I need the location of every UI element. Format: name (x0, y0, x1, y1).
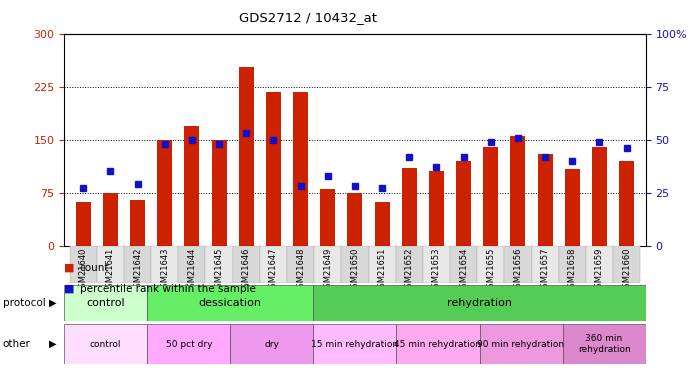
Bar (205, 246, 232, 283)
Bar (103, 193, 118, 246)
Text: GDS2712 / 10432_at: GDS2712 / 10432_at (239, 11, 378, 24)
Bar (429, 171, 444, 246)
Bar (396, 324, 480, 364)
Text: control: control (90, 340, 121, 349)
Bar (477, 246, 505, 283)
Bar (232, 246, 260, 283)
Text: GSM21650: GSM21650 (350, 248, 359, 293)
Bar (313, 324, 396, 364)
Bar (375, 202, 389, 246)
Bar (313, 285, 646, 321)
Bar (558, 246, 586, 283)
Text: dry: dry (265, 340, 279, 349)
Text: GSM21646: GSM21646 (242, 248, 251, 293)
Text: GSM21651: GSM21651 (378, 248, 387, 293)
Bar (483, 147, 498, 246)
Bar (563, 324, 646, 364)
Text: ■: ■ (64, 284, 75, 294)
Bar (260, 246, 287, 283)
Bar (423, 246, 450, 283)
Bar (613, 246, 640, 283)
Bar (320, 189, 335, 246)
Text: rehydration: rehydration (447, 298, 512, 308)
Bar (341, 246, 369, 283)
Text: control: control (87, 298, 125, 308)
Bar (184, 126, 200, 246)
Bar (70, 246, 97, 283)
Bar (565, 170, 580, 246)
Text: 15 min rehydration: 15 min rehydration (311, 340, 399, 349)
Text: GSM21643: GSM21643 (161, 248, 169, 293)
Bar (64, 285, 147, 321)
Text: GSM21657: GSM21657 (541, 248, 549, 293)
Text: GSM21640: GSM21640 (79, 248, 88, 293)
Bar (592, 147, 607, 246)
Bar (97, 246, 124, 283)
Text: count: count (80, 263, 109, 273)
Bar (230, 324, 313, 364)
Bar (239, 67, 254, 246)
Text: ▶: ▶ (49, 339, 56, 349)
Bar (147, 285, 313, 321)
Text: 360 min
rehydration: 360 min rehydration (578, 334, 630, 354)
Bar (450, 246, 477, 283)
Bar (369, 246, 396, 283)
Bar (396, 246, 423, 283)
Bar (151, 246, 178, 283)
Bar (505, 246, 532, 283)
Bar (532, 246, 558, 283)
Bar (130, 200, 145, 246)
Bar (480, 324, 563, 364)
Text: 45 min rehydration: 45 min rehydration (394, 340, 482, 349)
Text: GSM21645: GSM21645 (214, 248, 223, 293)
Bar (293, 92, 308, 246)
Bar (287, 246, 314, 283)
Bar (510, 136, 526, 246)
Text: GSM21648: GSM21648 (296, 248, 305, 293)
Bar (537, 154, 553, 246)
Text: GSM21652: GSM21652 (405, 248, 414, 293)
Text: percentile rank within the sample: percentile rank within the sample (80, 284, 255, 294)
Bar (124, 246, 151, 283)
Bar (157, 140, 172, 246)
Text: GSM21659: GSM21659 (595, 248, 604, 293)
Bar (76, 202, 91, 246)
Text: dessication: dessication (199, 298, 262, 308)
Bar (178, 246, 205, 283)
Bar (456, 161, 471, 246)
Text: other: other (3, 339, 31, 349)
Text: GSM21641: GSM21641 (106, 248, 115, 293)
Text: 90 min rehydration: 90 min rehydration (477, 340, 565, 349)
Bar (211, 140, 227, 246)
Text: GSM21642: GSM21642 (133, 248, 142, 293)
Text: ▶: ▶ (49, 298, 56, 308)
Bar (586, 246, 613, 283)
Bar (348, 193, 362, 246)
Text: GSM21654: GSM21654 (459, 248, 468, 293)
Text: GSM21647: GSM21647 (269, 248, 278, 293)
Text: protocol: protocol (3, 298, 45, 308)
Text: GSM21660: GSM21660 (622, 248, 631, 293)
Bar (314, 246, 341, 283)
Bar (619, 161, 634, 246)
Text: GSM21655: GSM21655 (487, 248, 496, 293)
Bar (266, 92, 281, 246)
Text: GSM21644: GSM21644 (188, 248, 196, 293)
Bar (64, 324, 147, 364)
Bar (402, 168, 417, 246)
Text: GSM21656: GSM21656 (514, 248, 522, 293)
Text: ■: ■ (64, 263, 75, 273)
Text: GSM21653: GSM21653 (432, 248, 441, 293)
Text: GSM21658: GSM21658 (567, 248, 577, 293)
Text: 50 pct dry: 50 pct dry (165, 340, 212, 349)
Text: GSM21649: GSM21649 (323, 248, 332, 293)
Bar (147, 324, 230, 364)
